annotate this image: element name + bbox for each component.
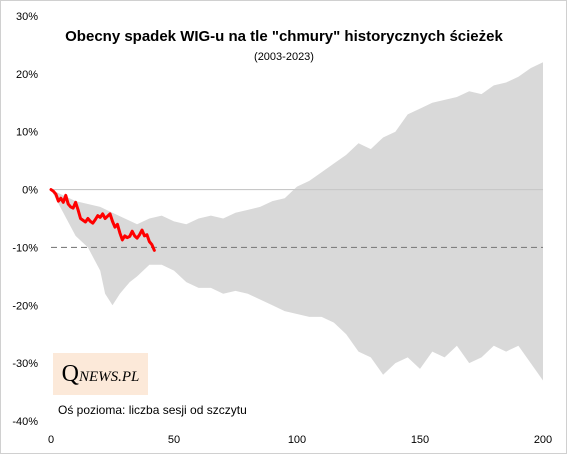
logo-text: NEWS.PL: [78, 368, 140, 385]
x-tick-label: 150: [411, 434, 429, 446]
y-tick-label: -30%: [12, 358, 38, 370]
x-tick-label: 50: [168, 434, 180, 446]
x-axis-ticks: 0 50 100 150 200: [48, 434, 552, 446]
chart-title: Obecny spadek WIG-u na tle "chmury" hist…: [65, 28, 503, 45]
y-tick-label: -40%: [12, 416, 38, 428]
y-tick-label: -20%: [12, 300, 38, 312]
y-tick-label: -10%: [12, 242, 38, 254]
plot-area: [49, 62, 543, 381]
x-tick-label: 0: [48, 434, 54, 446]
y-axis-ticks: -40% -30% -20% -10% 0% 10% 20% 30%: [12, 11, 38, 428]
y-tick-label: 30%: [16, 11, 38, 23]
qnews-logo: Q NEWS.PL: [53, 353, 148, 395]
y-tick-label: 20%: [16, 69, 38, 81]
y-tick-label: 0%: [22, 185, 38, 197]
x-tick-label: 200: [534, 434, 552, 446]
current-wig-line: [49, 188, 156, 252]
logo-q-letter: Q: [61, 360, 79, 387]
chart-subtitle: (2003-2023): [254, 51, 314, 63]
axis-annotation: Oś pozioma: liczba sesji od szczytu: [58, 403, 247, 417]
historical-paths-band: [51, 62, 543, 381]
x-tick-label: 100: [288, 434, 306, 446]
y-tick-label: 10%: [16, 127, 38, 139]
